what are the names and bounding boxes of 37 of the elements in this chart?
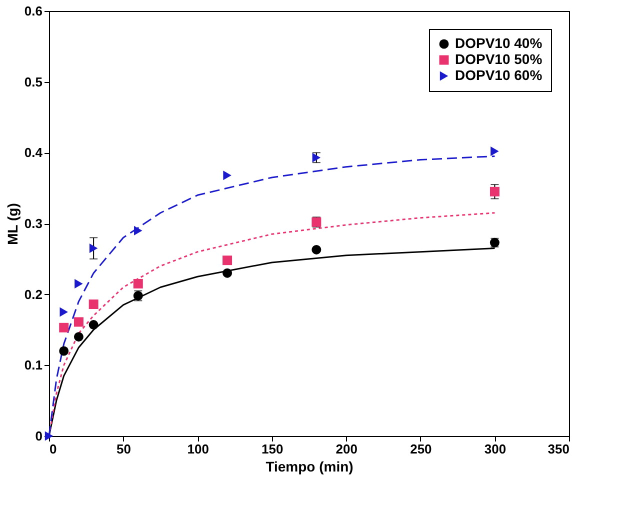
point [59,322,69,332]
x-tick-label: 0 [50,442,57,456]
point [74,332,84,342]
x-tick-label: 200 [336,442,358,456]
point [74,317,84,327]
point [223,170,232,180]
x-tick-label: 150 [262,442,284,456]
point [312,244,322,254]
point [59,346,69,356]
point [134,226,142,236]
y-tick-label: 0.2 [24,286,42,302]
y-tick-label: 0.5 [24,74,42,90]
x-tick-label: 300 [484,442,506,456]
x-tick-label: 100 [187,442,209,456]
point [88,300,98,309]
point [222,268,232,278]
point [60,307,68,317]
point [89,244,98,254]
y-tick-label: 0 [35,428,42,444]
x-tick-label: 50 [116,442,132,456]
y-tick-label: 0.4 [24,145,44,160]
point [222,256,232,266]
point [88,320,98,330]
y-axis-title: ML (g) [4,203,20,245]
legend-label: DOPV10 40% [455,35,543,51]
y-tick-label: 0.6 [24,4,42,18]
x-axis-title: Tiempo (min) [266,458,354,474]
x-tick-label: 250 [410,442,432,456]
y-tick-label: 0.1 [24,358,42,373]
x-tick-label: 350 [548,442,570,456]
point [133,278,143,288]
point [74,278,83,288]
y-tick-label: 0.3 [24,216,42,231]
point [490,186,500,196]
point [490,146,499,156]
legend-label: DOPV10 60% [455,67,543,83]
legend-label: DOPV10 50% [455,51,543,67]
